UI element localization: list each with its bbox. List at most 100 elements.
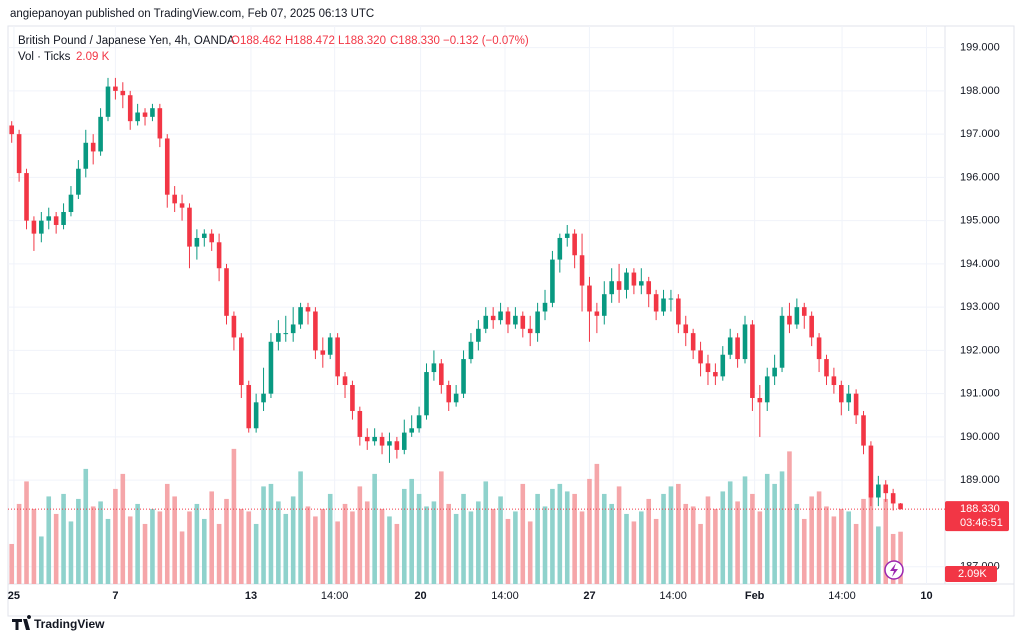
volume-bar	[157, 511, 163, 584]
alert-bolt	[890, 563, 898, 577]
volume-bar	[446, 503, 452, 584]
x-tick-label: 10	[920, 590, 932, 602]
volume-bar	[542, 506, 548, 584]
volume-bar	[127, 516, 133, 584]
volume-bar	[290, 496, 296, 584]
volume-bar	[824, 506, 829, 584]
grid	[8, 26, 945, 584]
volume-bar	[105, 518, 111, 584]
candle-body	[787, 315, 792, 325]
volume-tag	[945, 566, 997, 582]
candle-body	[624, 272, 629, 290]
candle-body	[194, 237, 200, 247]
candle-body	[646, 281, 652, 295]
volume-value: 2.09 K	[76, 51, 110, 63]
volume-bar	[201, 518, 207, 584]
volume-bar	[764, 473, 770, 584]
candle-body	[305, 307, 311, 312]
volume-bar	[387, 516, 392, 584]
candle-body	[216, 242, 222, 269]
volume-bar	[839, 508, 844, 584]
volume-bar	[24, 481, 29, 584]
volume-bar	[394, 523, 400, 584]
candle-body	[90, 142, 96, 152]
volume-bar	[31, 508, 37, 584]
candle-body	[431, 363, 437, 373]
candle-body	[705, 363, 711, 373]
x-tick-label: 7	[112, 590, 118, 602]
candle-body	[690, 333, 696, 351]
candle-body	[579, 255, 585, 286]
y-tick-label: 198.000	[960, 85, 1000, 97]
candle-body	[76, 168, 81, 195]
candle-body	[683, 324, 689, 334]
candle-body	[513, 315, 518, 325]
volume-bar	[735, 501, 740, 584]
candle-body	[698, 350, 703, 364]
y-tick-label: 197.000	[960, 128, 1000, 140]
candle-body	[83, 142, 89, 169]
candle-body	[98, 116, 103, 152]
candle-body	[779, 315, 785, 368]
candle-body	[794, 307, 800, 325]
candle-body	[46, 216, 52, 221]
volume-bar	[68, 521, 74, 584]
candle-body	[564, 233, 570, 238]
volume-bar	[283, 513, 289, 584]
volume-bar	[16, 503, 22, 584]
candle-body	[327, 337, 333, 355]
candle-body	[142, 112, 148, 117]
candle-body	[342, 376, 348, 386]
volume-bar	[564, 491, 570, 584]
volume-bar	[461, 493, 466, 584]
volume-bar	[135, 503, 140, 584]
candle-body	[527, 328, 533, 334]
candle-body	[290, 324, 296, 334]
y-tick-label: 190.000	[960, 431, 1000, 443]
y-tick-label: 196.000	[960, 171, 1000, 183]
volume-bar	[631, 521, 637, 584]
volume-bar	[757, 511, 763, 584]
volume-bar	[750, 493, 755, 584]
candle-body	[283, 333, 289, 335]
volume-bar	[513, 511, 518, 584]
candle-body	[809, 315, 814, 338]
volume-bar	[527, 521, 533, 584]
volume-bar	[683, 503, 689, 584]
volume-bar	[868, 493, 874, 584]
candle-body	[616, 281, 622, 290]
candle-body	[713, 372, 718, 377]
volume-bar	[357, 486, 363, 584]
volume-bar	[453, 513, 459, 584]
volume-bar	[350, 511, 355, 584]
candle-body	[861, 415, 866, 446]
candle-body	[609, 281, 614, 295]
volume-bar	[720, 491, 726, 584]
candle-body	[572, 233, 577, 256]
volume-bar	[646, 498, 652, 584]
candle-body	[639, 281, 644, 286]
volume-bar	[424, 506, 429, 584]
candle-body	[39, 220, 44, 234]
candle-body	[653, 294, 659, 312]
candle-body	[883, 484, 889, 494]
candle-body	[231, 315, 237, 338]
volume-bar	[898, 531, 903, 584]
candle-body	[416, 415, 422, 429]
candle-body	[853, 393, 859, 416]
volume-bar	[327, 493, 333, 584]
volume-bar	[520, 483, 526, 584]
y-tick-label: 194.000	[960, 258, 1000, 270]
candle-body	[676, 298, 681, 325]
volume-bar	[861, 498, 866, 584]
volume-bar	[39, 536, 44, 584]
volume-bar	[142, 523, 148, 584]
candles	[8, 77, 945, 511]
volume-bar	[76, 498, 81, 584]
candle-body	[750, 324, 755, 398]
volume-bar	[579, 511, 585, 584]
candle-body	[335, 337, 340, 377]
